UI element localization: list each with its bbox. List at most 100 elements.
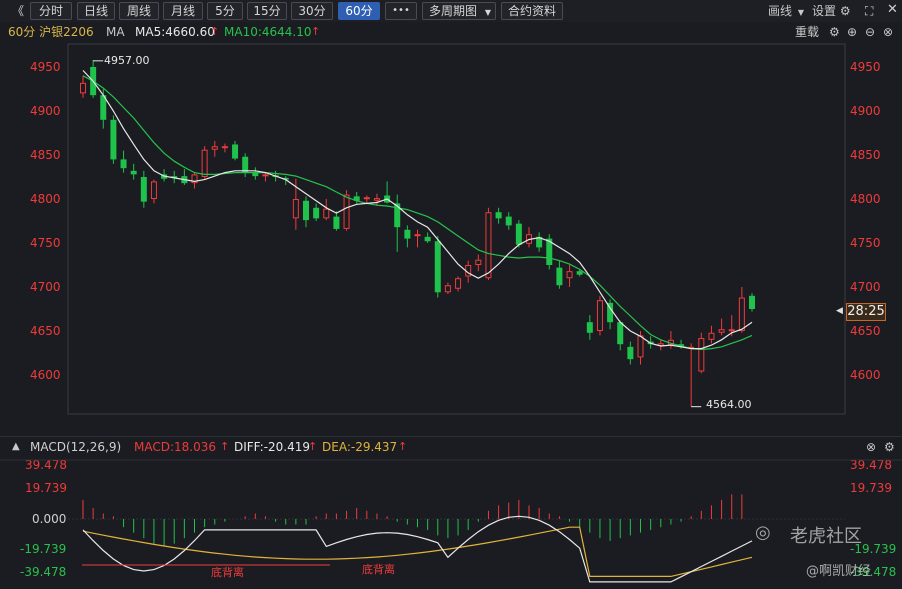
candle [313,207,320,219]
candle [718,329,725,333]
candle [515,223,522,245]
candle [211,146,218,150]
period-tab-monthly[interactable]: 月线 [163,2,203,20]
candle [586,322,593,333]
draw-line-label: 画线 [768,4,793,18]
remove-indicator-icon[interactable]: ⊗ [866,440,877,454]
candle [566,271,573,279]
multi-period-dropdown[interactable]: 多周期图 ▼ [422,2,496,20]
candle [201,149,208,178]
candle [576,271,583,275]
settings-icon[interactable]: ⚙ [829,25,840,39]
arrow-up-icon: ↑ [220,440,230,453]
candle [353,196,360,201]
dea-value: DEA:-29.437 [322,440,398,454]
price-tick: 4900 [30,104,61,118]
price-tick: 4850 [30,148,61,162]
candle [140,177,147,202]
candle [100,95,107,120]
macd-tick: -39.478 [850,565,897,579]
candle [505,216,512,226]
candle [110,119,117,160]
period-tab-5min[interactable]: 5分 [207,2,243,20]
candle [617,322,624,345]
candle [404,229,411,239]
close-icon[interactable]: ⊗ [883,25,894,39]
gear-icon: ⚙ [839,4,851,18]
candle [373,198,380,201]
macd-tick: 19.739 [25,481,67,495]
remove-icon[interactable]: ⊖ [865,25,876,39]
ma10-line [82,75,753,351]
candle [607,302,614,323]
candle [150,181,157,199]
candle [475,259,482,266]
contract-info-button[interactable]: 合约资料 [501,2,563,20]
period-tab-15min[interactable]: 15分 [247,2,287,20]
price-tick: 4600 [30,368,61,382]
macd-tick: 39.478 [25,458,67,472]
candle [708,332,715,340]
candle [363,197,370,200]
chevron-up-icon[interactable]: ▲ [12,441,20,452]
draw-line-button[interactable]: 画线 ▼ [768,3,804,21]
period-toolbar: 《 分时 日线 周线 月线 5分 15分 30分 60分 ••• 多周期图 ▼ … [0,0,902,22]
candle [546,238,553,265]
candle [80,82,86,94]
low-price-marker: 4564.00 [706,398,752,411]
candle [333,216,340,229]
chart-info-bar: 60分 沪银2206 MA MA5:4660.60 ↑ MA10:4644.10… [0,22,902,42]
ma-label: MA [106,25,125,39]
settings-icon[interactable]: ⚙ [884,440,895,454]
period-tab-60min[interactable]: 60分 [338,2,380,20]
tiger-logo-icon: ◎ [755,522,771,543]
candle [596,300,603,332]
candle [394,203,401,228]
candle [738,297,745,331]
candle [627,346,634,360]
candle [556,267,563,286]
macd-tick: 0.000 [32,512,67,526]
candle [292,199,299,219]
arrow-up-icon: ↑ [398,440,408,453]
settings-label: 设置 [812,4,837,18]
candle [120,159,127,169]
ma10-value: MA10:4644.10 [224,25,312,39]
candle [191,174,198,184]
candle [232,144,239,159]
settings-button[interactable]: 设置 ⚙ [812,3,851,19]
candle [414,234,421,237]
macd-tick: -19.739 [20,542,67,556]
macd-tick: -19.739 [850,542,897,556]
period-tab-timeshare[interactable]: 分时 [30,2,72,20]
candle [495,212,502,219]
candle [252,172,259,177]
price-tick: 4750 [850,236,881,250]
collapse-icon[interactable]: 《 [12,4,25,18]
period-tab-30min[interactable]: 30分 [291,2,333,20]
reweight-label[interactable]: 重载 [795,25,820,39]
high-price-marker: 4957.00 [104,54,150,67]
period-tab-daily[interactable]: 日线 [77,2,115,20]
candle [678,344,685,346]
close-icon[interactable]: ✕ [887,2,898,17]
macd-tick: -39.478 [20,565,67,579]
expand-icon[interactable]: ⛶ [865,4,874,18]
price-tick: 4650 [850,324,881,338]
countdown-badge: 28:25 [846,303,886,321]
add-icon[interactable]: ⊕ [847,25,858,39]
candle [698,338,705,372]
candle [455,278,462,289]
watermark-brand: 老虎社区 [790,526,862,547]
price-tick: 4700 [30,280,61,294]
dea-line [82,526,753,578]
watermark-author: @啊凯财经 [806,564,872,579]
candle [444,285,451,293]
chevron-down-icon: ▼ [797,8,804,17]
candle [434,241,441,293]
candle [343,194,350,229]
period-tab-weekly[interactable]: 周线 [119,2,159,20]
diff-line [82,515,753,583]
more-periods-button[interactable]: ••• [385,2,417,20]
